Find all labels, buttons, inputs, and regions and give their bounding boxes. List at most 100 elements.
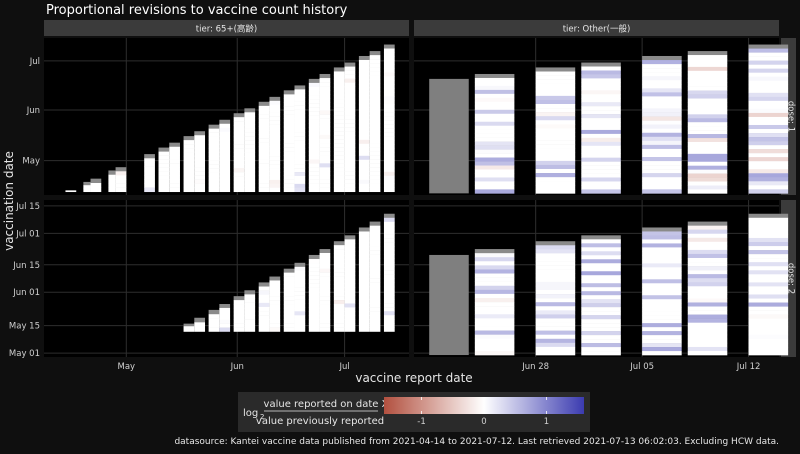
heatmap-cell — [319, 151, 331, 156]
heatmap-cell — [383, 254, 395, 259]
heatmap-cell — [535, 83, 576, 89]
heatmap-cell — [283, 315, 295, 321]
heatmap-column — [244, 108, 256, 193]
heatmap-cell — [258, 286, 270, 291]
heatmap-cell — [581, 331, 621, 336]
heatmap-cell — [244, 298, 256, 303]
heatmap-cell — [535, 75, 576, 80]
heatmap-cell — [581, 255, 621, 260]
heatmap-column — [308, 78, 320, 193]
heatmap-cell — [194, 151, 206, 156]
y-tick-label: Jul 15 — [15, 202, 40, 212]
heatmap-cell — [642, 259, 682, 264]
heatmap-cell — [319, 315, 331, 321]
heatmap-cell — [344, 267, 356, 272]
heatmap-cell — [183, 140, 195, 145]
heatmap-cell — [383, 68, 395, 73]
heatmap-cell — [183, 175, 195, 181]
heatmap-cell — [369, 119, 381, 124]
heatmap-cell — [383, 299, 395, 304]
heatmap-cell — [383, 112, 395, 117]
heatmap-cell — [258, 101, 270, 107]
heatmap-cell — [642, 84, 682, 89]
heatmap-cell — [535, 322, 576, 327]
x-tick-label: Jul 12 — [736, 362, 761, 372]
heatmap-cell — [158, 179, 170, 185]
heatmap-cell — [383, 143, 395, 149]
heatmap-cell — [344, 66, 356, 71]
heatmap-cell — [333, 79, 345, 84]
heatmap-cell — [269, 108, 281, 113]
heatmap-cell — [244, 310, 256, 316]
heatmap-column — [219, 304, 231, 332]
heatmap-cell — [748, 161, 789, 166]
heatmap-cell — [687, 342, 728, 348]
heatmap-cell — [344, 315, 356, 320]
heatmap-cell — [369, 135, 381, 140]
heatmap-cell — [333, 245, 345, 250]
heatmap-cell — [642, 347, 682, 352]
heatmap-cell — [344, 119, 356, 124]
heatmap-cell — [369, 95, 381, 100]
heatmap-cell — [535, 148, 576, 154]
x-tick-label: Jul 05 — [629, 362, 654, 372]
heatmap-cell — [208, 132, 220, 137]
heatmap-cell — [283, 147, 295, 152]
heatmap-cell — [642, 100, 682, 105]
heatmap-cell — [535, 185, 576, 190]
heatmap-cell — [687, 306, 728, 311]
heatmap-cell — [308, 283, 320, 288]
heatmap-cell — [219, 187, 231, 193]
heatmap-cell — [233, 179, 245, 185]
heatmap-cell — [294, 327, 306, 332]
heatmap-cell — [581, 78, 621, 83]
heatmap-cell — [748, 133, 789, 138]
heatmap-cell — [333, 135, 345, 140]
heatmap-cell — [169, 159, 180, 164]
heatmap-cell — [333, 167, 345, 172]
heatmap-cell — [219, 119, 231, 125]
heatmap-cell — [183, 159, 195, 165]
heatmap-cell — [642, 315, 682, 320]
heatmap-cell — [344, 167, 356, 172]
x-tick-label: Jun 28 — [521, 362, 549, 372]
heatmap-cell — [687, 145, 728, 151]
heatmap-cell — [269, 144, 281, 149]
heatmap-cell — [748, 298, 789, 303]
heatmap-cell — [358, 87, 370, 93]
heatmap-cell — [294, 287, 306, 292]
heatmap-cell — [344, 251, 356, 256]
heatmap-cell — [581, 287, 621, 292]
heatmap-cell — [319, 73, 331, 79]
heatmap-cell — [108, 178, 116, 184]
heatmap-cell — [183, 183, 195, 189]
heatmap-cell — [344, 102, 356, 108]
facet-strip-row-label: dose: 2 — [786, 263, 796, 294]
heatmap-cell — [581, 181, 621, 186]
heatmap-cell — [748, 56, 789, 61]
heatmap-cell — [233, 304, 245, 309]
heatmap-cell — [748, 266, 789, 271]
legend-numerator: value reported on date X — [264, 399, 389, 410]
heatmap-cell — [383, 80, 395, 85]
heatmap-cell — [358, 167, 370, 173]
heatmap-cell — [369, 91, 381, 96]
heatmap-cell — [369, 87, 381, 92]
heatmap-cell — [333, 327, 345, 332]
heatmap-cell — [429, 254, 469, 356]
heatmap-cell — [581, 295, 621, 300]
heatmap-cell — [208, 327, 220, 332]
heatmap-cell — [283, 327, 295, 332]
heatmap-cell — [474, 289, 515, 295]
heatmap-cell — [474, 101, 515, 107]
heatmap-cell — [308, 183, 320, 188]
heatmap-cell — [319, 134, 331, 140]
heatmap-cell — [283, 296, 295, 301]
heatmap-cell — [474, 281, 515, 287]
heatmap-cell — [358, 151, 370, 157]
heatmap-cell — [687, 350, 728, 356]
heatmap-cell — [269, 120, 281, 125]
heatmap-column — [269, 276, 281, 332]
heatmap-cell — [383, 120, 395, 125]
heatmap-cell — [219, 151, 231, 157]
